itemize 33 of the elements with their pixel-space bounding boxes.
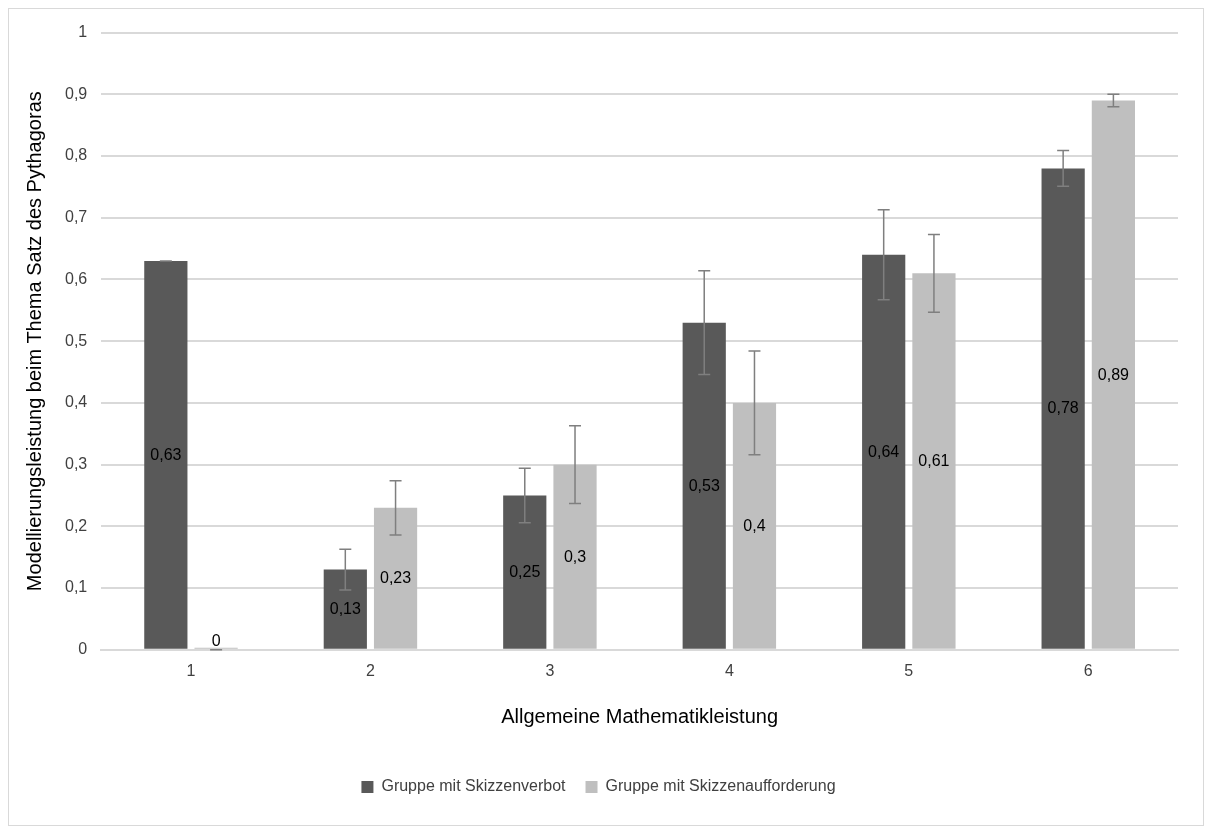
y-tick-label: 0,5 xyxy=(64,331,88,349)
data-label: 0,4 xyxy=(743,516,766,534)
data-label: 0,78 xyxy=(1047,399,1079,417)
data-label: 0,25 xyxy=(509,563,541,581)
y-tick-label: 0,4 xyxy=(64,393,88,411)
x-tick-label: 6 xyxy=(1083,661,1093,679)
y-tick-label: 0,1 xyxy=(64,578,88,596)
x-tick-label: 1 xyxy=(186,661,196,679)
legend-label: Gruppe mit Skizzenaufforderung xyxy=(605,777,836,795)
data-label: 0,89 xyxy=(1097,365,1130,383)
y-tick-label: 0,8 xyxy=(64,146,88,164)
data-label: 0,64 xyxy=(868,442,900,460)
data-label: 0,61 xyxy=(918,451,950,469)
y-tick-label: 0,9 xyxy=(64,84,88,102)
data-label: 0,23 xyxy=(379,569,412,587)
x-tick-label: 3 xyxy=(545,661,555,679)
y-tick-label: 1 xyxy=(78,23,88,41)
x-axis-title: Allgemeine Mathematikleistung xyxy=(501,704,779,727)
data-label: 0 xyxy=(211,631,221,649)
y-tick-label: 0,6 xyxy=(64,269,88,287)
x-tick-label: 4 xyxy=(724,661,734,679)
x-tick-label: 2 xyxy=(365,661,375,679)
y-tick-label: 0 xyxy=(78,640,88,658)
data-label: 0,53 xyxy=(688,476,720,494)
data-label: 0,63 xyxy=(150,445,182,463)
x-tick-label: 5 xyxy=(904,661,914,679)
data-label: 0,3 xyxy=(563,547,587,565)
y-tick-label: 0,3 xyxy=(64,455,88,473)
y-tick-label: 0,7 xyxy=(64,208,88,226)
data-label: 0,13 xyxy=(329,600,361,618)
y-tick-label: 0,2 xyxy=(64,516,88,534)
y-axis-title: Modellierungsleistung beim Thema Satz des Pythagoras xyxy=(22,91,45,592)
legend-label: Gruppe mit Skizzenverbot xyxy=(381,777,567,795)
